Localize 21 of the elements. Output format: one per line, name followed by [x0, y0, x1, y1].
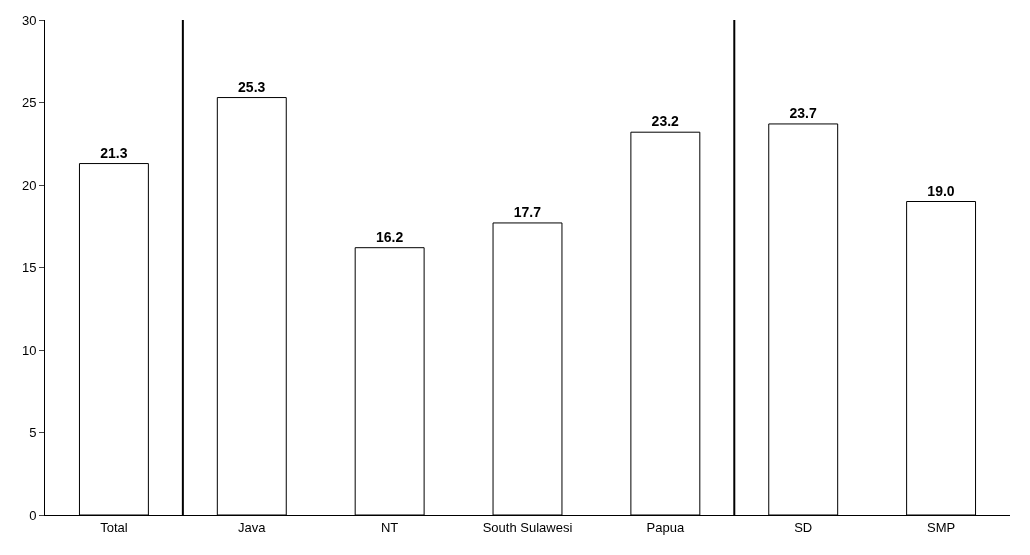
data-label: 19.0 — [927, 182, 955, 199]
y-tick-label: 15 — [21, 260, 37, 276]
x-tick-label: Papua — [646, 519, 685, 535]
data-label: 25.3 — [238, 78, 266, 95]
x-tick-label: SMP — [926, 519, 956, 535]
x-tick-label: NT — [380, 519, 399, 535]
y-tick-label: 10 — [21, 342, 37, 358]
x-tick-label: SD — [794, 519, 813, 535]
data-label: 21.3 — [100, 144, 128, 161]
x-tick-label: Java — [238, 519, 267, 535]
y-tick-label: 20 — [21, 177, 37, 193]
x-tick-label: Total — [100, 519, 128, 535]
data-label: 23.7 — [789, 104, 817, 121]
data-label: 16.2 — [375, 228, 404, 245]
y-tick-label: 25 — [21, 95, 37, 111]
y-tick-label: 5 — [29, 425, 37, 441]
data-label: 23.2 — [651, 113, 680, 130]
y-tick-label: 0 — [29, 507, 37, 523]
x-tick-label: South Sulawesi — [482, 519, 573, 535]
data-label: 17.7 — [513, 203, 542, 220]
y-tick-label: 30 — [21, 12, 37, 28]
